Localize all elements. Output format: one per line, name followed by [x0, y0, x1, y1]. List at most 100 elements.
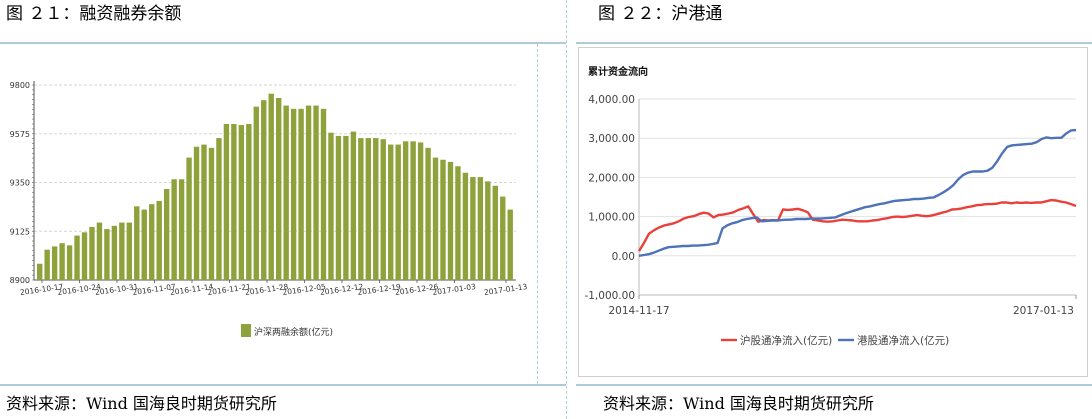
bar — [425, 147, 431, 280]
bar — [276, 98, 282, 280]
bar — [358, 138, 364, 280]
bar — [163, 189, 170, 280]
bar — [335, 135, 342, 280]
bar — [216, 138, 222, 280]
bar — [96, 222, 103, 280]
bar — [313, 105, 319, 280]
bar — [290, 108, 297, 280]
right-figure-caption: 图 ２２：沪港通 — [598, 4, 723, 24]
bar — [253, 106, 259, 280]
bar — [238, 125, 245, 280]
bar — [470, 177, 476, 280]
margin-balance-chart: 980095759350912589002016-10-172016-10-24… — [10, 81, 528, 338]
bar — [223, 124, 230, 280]
bar — [268, 93, 274, 280]
bar — [283, 105, 289, 280]
bar — [305, 105, 312, 280]
bar — [365, 138, 372, 280]
bar — [246, 124, 252, 280]
legend-label-hk: 港股通净流入(亿元) — [857, 334, 949, 347]
y-tick-label: 9800 — [10, 81, 30, 90]
bar — [186, 157, 192, 280]
bar — [477, 177, 484, 280]
bar — [343, 135, 349, 280]
bar — [44, 249, 50, 280]
y-tick-label: 9575 — [10, 130, 30, 139]
bar — [231, 124, 237, 280]
source-note-left: 资料来源：Wind 国海良时期货研究所 — [6, 394, 277, 413]
bar — [104, 229, 110, 280]
margin-balance-chart-panel: 9800 9575 9350 9125 8900 2016-10-17 2016-10-24… — [4, 47, 537, 377]
y-tick-label: 2,000.00 — [588, 172, 635, 184]
hu-connect-line — [637, 198, 1077, 252]
bar — [455, 166, 461, 280]
bar — [208, 147, 215, 280]
legend-label-hu: 沪股通净流入(亿元) — [740, 334, 832, 347]
bar — [89, 226, 95, 280]
y-tick-label: -1,000.00 — [584, 290, 635, 302]
y-tick-label: 3,000.00 — [588, 133, 635, 145]
bar — [402, 141, 409, 280]
x-tick-label: 2017-01-13 — [483, 282, 528, 297]
bar — [388, 144, 394, 280]
bar — [59, 243, 65, 280]
bar — [350, 131, 357, 280]
bar — [500, 196, 506, 280]
legend-swatch — [241, 324, 251, 337]
x-tick-label: 2014-11-17 — [608, 305, 669, 317]
bar — [432, 157, 439, 280]
x-tick-label: 2017-01-13 — [1013, 305, 1074, 317]
bar — [141, 209, 147, 280]
y-tick-label: 8900 — [10, 276, 30, 285]
bar — [66, 245, 73, 280]
hk-connect-chart: 累计资金流向 4,000.00 3,000.00 2,000.00 1,000.00 0.… — [584, 65, 1077, 347]
bar — [485, 181, 491, 280]
y-tick-label: 4,000.00 — [588, 94, 635, 106]
top-rule-left — [0, 42, 566, 44]
bar — [134, 206, 140, 280]
bar — [328, 132, 334, 280]
bar — [320, 108, 327, 280]
bar — [298, 108, 304, 280]
top-rule-right — [576, 42, 1092, 44]
bar — [410, 141, 416, 280]
y-tick-label: 9350 — [10, 179, 30, 188]
legend-label: 沪深两融余额(亿元) — [254, 326, 333, 338]
x-tick-label: 2017-01-03 — [432, 282, 477, 297]
left-figure-caption: 图 ２１：融资融券余额 — [6, 4, 182, 24]
bar — [261, 100, 267, 280]
panel-separator — [537, 44, 538, 384]
bar — [193, 146, 200, 280]
source-note-right: 资料来源：Wind 国海良时期货研究所 — [603, 394, 874, 413]
bar — [37, 263, 43, 280]
bar — [178, 179, 185, 280]
bar — [447, 161, 454, 280]
hk-connect-line — [638, 128, 1077, 257]
bar — [507, 209, 513, 280]
y-tick-label: 0.00 — [612, 251, 635, 263]
bar — [395, 144, 401, 280]
bar — [81, 232, 88, 280]
bar — [380, 139, 386, 280]
bar — [440, 159, 446, 280]
bar — [74, 235, 80, 280]
chart-title: 累计资金流向 — [588, 65, 648, 78]
bottom-rule-right — [576, 384, 1092, 386]
y-tick-label: 9125 — [10, 227, 30, 236]
bar — [156, 200, 162, 280]
bar — [149, 204, 155, 280]
bottom-rule-left — [0, 384, 566, 386]
bar — [51, 246, 58, 280]
y-tick-label: 1,000.00 — [588, 212, 635, 224]
bar — [126, 222, 133, 280]
bar — [462, 172, 469, 280]
bar — [171, 179, 177, 280]
bar — [373, 138, 379, 280]
hk-connect-chart-panel: 累计资金流向 4,000.00 3,000.00 2,000.00 1,000.00 0.… — [578, 47, 1088, 377]
bar — [201, 144, 207, 280]
column-separator — [566, 0, 567, 419]
bar — [417, 142, 424, 280]
bar — [119, 222, 125, 280]
bar — [111, 225, 118, 280]
bar — [492, 185, 498, 280]
